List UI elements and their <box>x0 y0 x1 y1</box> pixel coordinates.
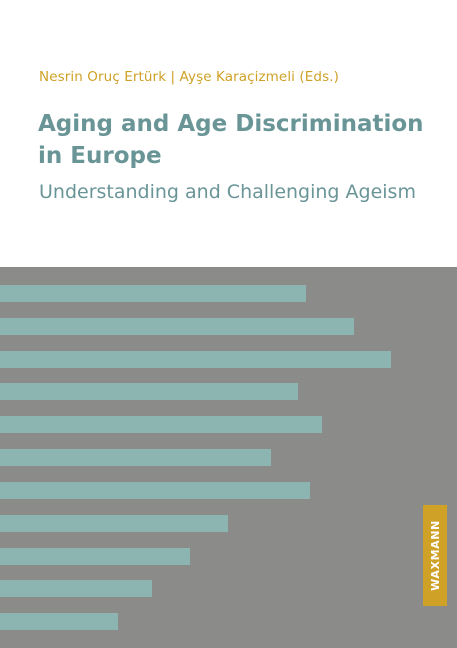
decorative-bar <box>0 383 298 400</box>
decorative-bar <box>0 548 190 565</box>
publisher-name: WAXMANN <box>428 520 442 591</box>
decorative-bar <box>0 515 228 532</box>
decorative-bar <box>0 482 310 499</box>
decorative-bar <box>0 580 152 597</box>
decorative-bar <box>0 613 118 630</box>
publisher-logo: WAXMANN <box>423 505 447 606</box>
decorative-bar <box>0 318 354 335</box>
book-subtitle: Understanding and Challenging Ageism <box>39 181 416 203</box>
cover-bar-graphic <box>0 267 457 648</box>
decorative-bar <box>0 416 322 433</box>
decorative-bar <box>0 351 391 368</box>
decorative-bar <box>0 285 306 302</box>
editors-line: Nesrin Oruç Ertürk | Ayşe Karaçizmeli (E… <box>39 69 339 85</box>
book-title: Aging and Age Discrimination in Europe <box>38 111 424 169</box>
decorative-bar <box>0 449 271 466</box>
